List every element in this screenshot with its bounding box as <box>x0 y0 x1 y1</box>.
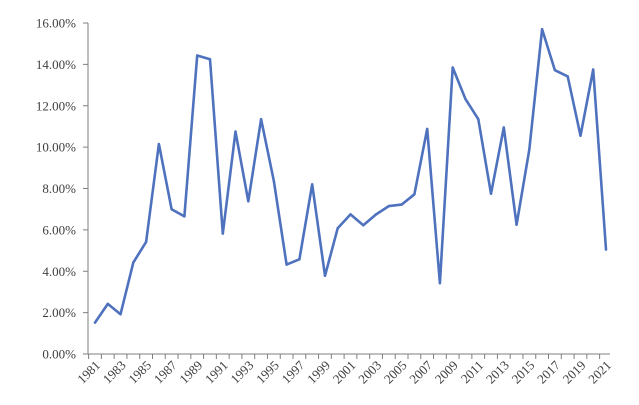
data-point <box>221 232 224 235</box>
data-point <box>502 126 505 129</box>
x-tick-label: 2001 <box>330 358 359 387</box>
data-point <box>323 274 327 278</box>
data-point <box>362 224 365 227</box>
x-tick-label: 2003 <box>355 358 384 387</box>
data-point <box>515 223 518 226</box>
data-point <box>489 192 493 195</box>
x-tick-label: 1989 <box>176 358 205 387</box>
data-point <box>579 134 582 137</box>
data-point <box>553 68 557 72</box>
x-tick-label: 2015 <box>508 358 537 387</box>
series-line <box>93 27 608 324</box>
y-tick-label: 12.00% <box>36 98 76 113</box>
data-point <box>374 213 378 216</box>
data-point <box>464 97 467 101</box>
data-point <box>157 142 161 146</box>
data-point <box>298 258 301 261</box>
data-point <box>285 263 288 266</box>
data-point <box>400 203 403 206</box>
data-point <box>132 261 135 264</box>
x-axis: 1981198319851987198919911993199519971999… <box>74 353 614 387</box>
data-point <box>387 204 391 208</box>
x-tick-label: 2019 <box>560 358 589 387</box>
x-tick-label: 2017 <box>534 357 563 386</box>
y-axis: 0.00% 2.00% 4.00% 6.00% 8.00% 10.00% 12.00% 14.… <box>36 16 89 362</box>
data-point <box>170 207 173 211</box>
y-tick-label: 16.00% <box>36 16 76 31</box>
y-tick-label: 4.00% <box>42 264 76 279</box>
data-point <box>272 180 276 183</box>
data-point <box>451 66 454 69</box>
data-point <box>259 117 263 121</box>
x-tick-label: 1999 <box>304 358 333 387</box>
data-point <box>477 117 480 121</box>
data-point <box>349 213 352 216</box>
data-point <box>208 58 212 61</box>
x-tick-label: 1993 <box>227 358 256 387</box>
data-point <box>438 282 442 285</box>
data-point <box>413 193 416 196</box>
y-tick-label: 6.00% <box>42 222 76 237</box>
x-tick-label: 2013 <box>483 358 512 387</box>
data-point <box>247 200 250 203</box>
x-tick-label: 2005 <box>381 358 410 387</box>
data-point <box>592 68 595 71</box>
data-point <box>93 321 97 324</box>
data-point <box>528 148 531 151</box>
data-point <box>566 75 569 78</box>
x-tick-label: 1991 <box>202 358 231 387</box>
data-point <box>540 28 544 31</box>
y-tick-label: 10.00% <box>36 140 76 155</box>
x-tick-label: 2009 <box>432 358 461 387</box>
data-point <box>336 227 339 230</box>
x-tick-label: 2011 <box>458 358 487 387</box>
data-point <box>604 248 608 251</box>
x-tick-label: 1987 <box>151 357 180 386</box>
x-tick-label: 1983 <box>100 358 129 387</box>
data-point <box>106 302 109 306</box>
y-tick-label: 8.00% <box>42 181 76 196</box>
data-point <box>425 127 429 131</box>
data-point <box>234 130 237 133</box>
x-tick-label: 1997 <box>279 357 308 386</box>
x-tick-label: 1981 <box>74 358 103 387</box>
series-layer <box>93 27 608 324</box>
data-point <box>119 313 122 316</box>
data-point <box>144 240 148 244</box>
x-tick-label: 1995 <box>253 358 282 387</box>
y-tick-label: 2.00% <box>42 305 76 320</box>
x-tick-label: 2021 <box>585 358 614 387</box>
x-tick-label: 1985 <box>125 358 154 387</box>
y-tick-label: 0.00% <box>42 347 76 362</box>
x-tick-label: 2007 <box>406 357 435 386</box>
data-point <box>196 54 199 57</box>
data-point <box>183 215 186 218</box>
y-tick-label: 14.00% <box>36 57 76 72</box>
data-point <box>310 183 314 186</box>
